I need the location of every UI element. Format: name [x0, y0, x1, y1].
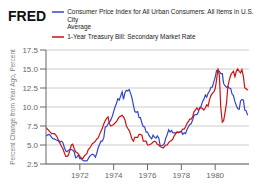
html-text:Consumer Price Index for All U: Consumer Price Index for All Urban Consu… — [67, 8, 254, 30]
svg-text:1972: 1972 — [71, 171, 89, 180]
svg-text:12.5: 12.5 — [22, 84, 38, 93]
svg-text:Percent Change from Year Ago,: Percent Change from Year Ago, Percent — [9, 49, 17, 165]
html-text:1-Year Treasury Bill: Secondar: 1-Year Treasury Bill: Secondary Market R… — [67, 32, 196, 40]
svg-text:2.5: 2.5 — [27, 160, 39, 169]
svg-text:5.0: 5.0 — [27, 141, 39, 150]
svg-text:1976: 1976 — [139, 171, 157, 180]
svg-text:15.0: 15.0 — [22, 65, 38, 74]
svg-text:7.5: 7.5 — [27, 122, 39, 131]
svg-text:1974: 1974 — [105, 171, 123, 180]
svg-text:10.0: 10.0 — [22, 103, 38, 112]
svg-text:1980: 1980 — [206, 171, 224, 180]
svg-text:1978: 1978 — [172, 171, 190, 180]
svg-text:17.5: 17.5 — [22, 46, 38, 55]
html-text:FRED: FRED — [8, 8, 47, 24]
